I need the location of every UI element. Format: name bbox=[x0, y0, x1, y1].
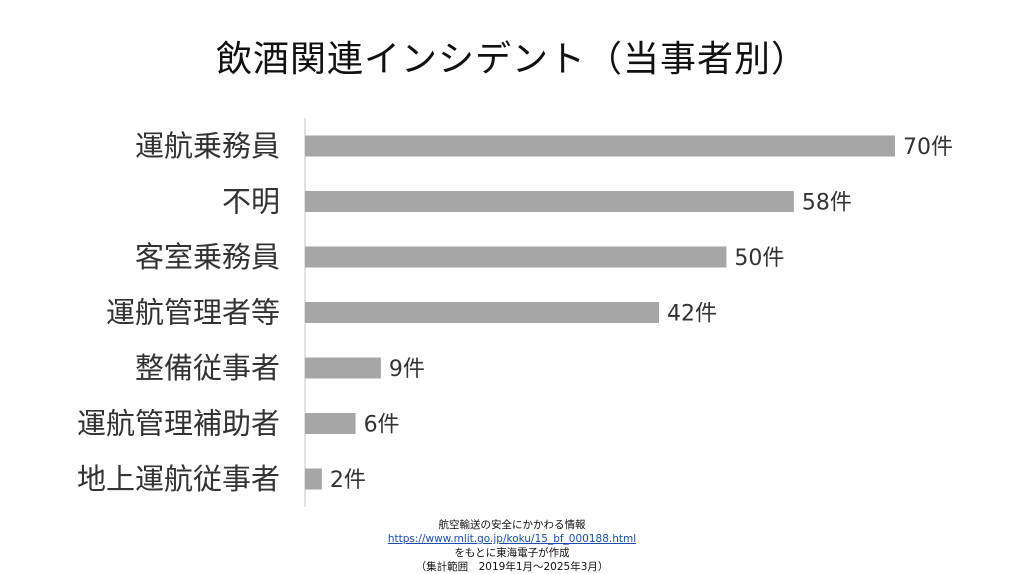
bar bbox=[305, 302, 659, 323]
bar bbox=[305, 413, 356, 434]
data-label: 42件 bbox=[667, 302, 717, 327]
data-label: 50件 bbox=[734, 246, 784, 271]
data-label: 58件 bbox=[802, 191, 852, 216]
chart-title: 飲酒関連インシデント（当事者別） bbox=[215, 39, 808, 80]
bar bbox=[305, 135, 895, 157]
category-label: 整備従事者 bbox=[135, 351, 280, 385]
data-label: 6件 bbox=[364, 413, 400, 438]
source-line-3: をもとに東海電子が作成 bbox=[454, 547, 570, 559]
source-url-link[interactable]: https://www.mlit.go.jp/koku/15_bf_000188… bbox=[387, 533, 637, 545]
data-label: 70件 bbox=[903, 135, 953, 160]
category-label: 運航管理者等 bbox=[106, 296, 280, 330]
source-note: 航空輸送の安全にかかわる情報 https://www.mlit.go.jp/ko… bbox=[0, 518, 1024, 574]
category-label: 客室乗務員 bbox=[135, 240, 280, 274]
bar bbox=[305, 357, 381, 379]
data-label: 2件 bbox=[330, 468, 366, 493]
category-label: 運航管理補助者 bbox=[77, 407, 280, 441]
source-line-1: 航空輸送の安全にかかわる情報 bbox=[438, 519, 586, 531]
bar bbox=[305, 468, 322, 490]
source-line-4: （集計範囲 2019年1月～2025年3月） bbox=[415, 561, 609, 573]
category-label: 運航乗務員 bbox=[135, 129, 280, 163]
bar bbox=[305, 246, 727, 268]
data-label: 9件 bbox=[389, 357, 425, 382]
category-label: 地上運航従事者 bbox=[77, 462, 280, 496]
category-label: 不明 bbox=[222, 185, 280, 219]
bar bbox=[305, 191, 794, 212]
